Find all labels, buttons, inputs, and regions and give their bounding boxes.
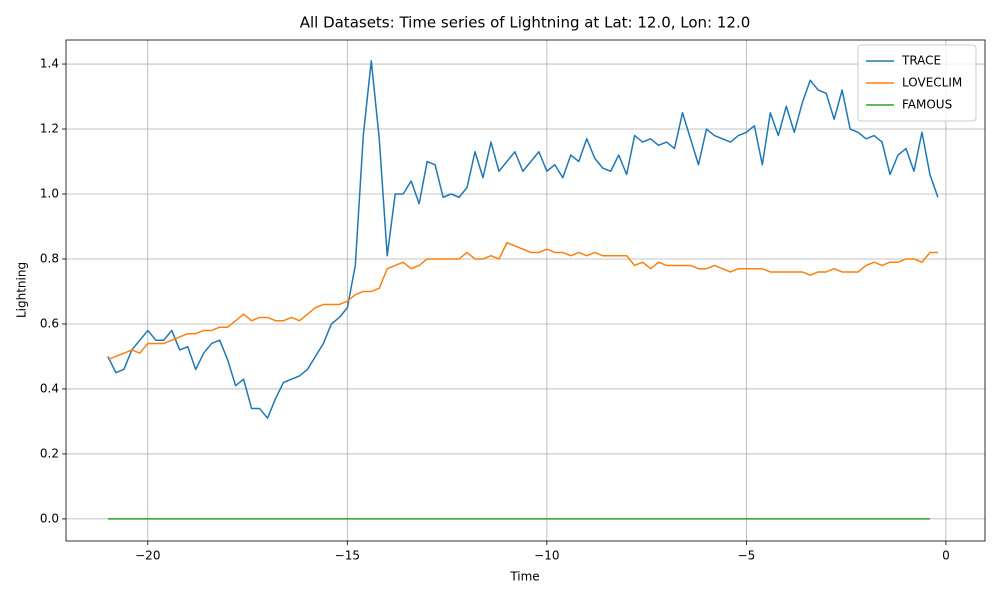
y-axis-label: Lightning bbox=[15, 262, 29, 318]
y-tick-label: 0.4 bbox=[40, 381, 59, 395]
y-tick-label: 1.4 bbox=[40, 57, 59, 71]
x-tick-label: −5 bbox=[738, 549, 756, 563]
x-tick-label: 0 bbox=[942, 549, 950, 563]
y-tick-label: 0.0 bbox=[40, 511, 59, 525]
legend-label: TRACE bbox=[901, 54, 941, 68]
legend-box bbox=[857, 44, 977, 122]
plot-frame bbox=[65, 39, 986, 542]
x-tick-label: −15 bbox=[335, 549, 360, 563]
y-tick-label: 0.2 bbox=[40, 446, 59, 460]
y-tick-label: 0.6 bbox=[40, 316, 59, 330]
series-line bbox=[107, 60, 939, 419]
x-tick-label: −20 bbox=[135, 549, 160, 563]
x-axis-label: Time bbox=[509, 570, 539, 584]
chart-title: All Datasets: Time series of Lightning a… bbox=[300, 14, 751, 32]
legend-label: FAMOUS bbox=[902, 98, 952, 112]
legend-label: LOVECLIM bbox=[902, 76, 962, 90]
y-tick-label: 0.8 bbox=[40, 251, 59, 265]
y-tick-label: 1.0 bbox=[40, 187, 59, 201]
series-line bbox=[107, 241, 938, 361]
x-tick-label: −10 bbox=[534, 549, 559, 563]
y-tick-label: 1.2 bbox=[40, 122, 59, 136]
